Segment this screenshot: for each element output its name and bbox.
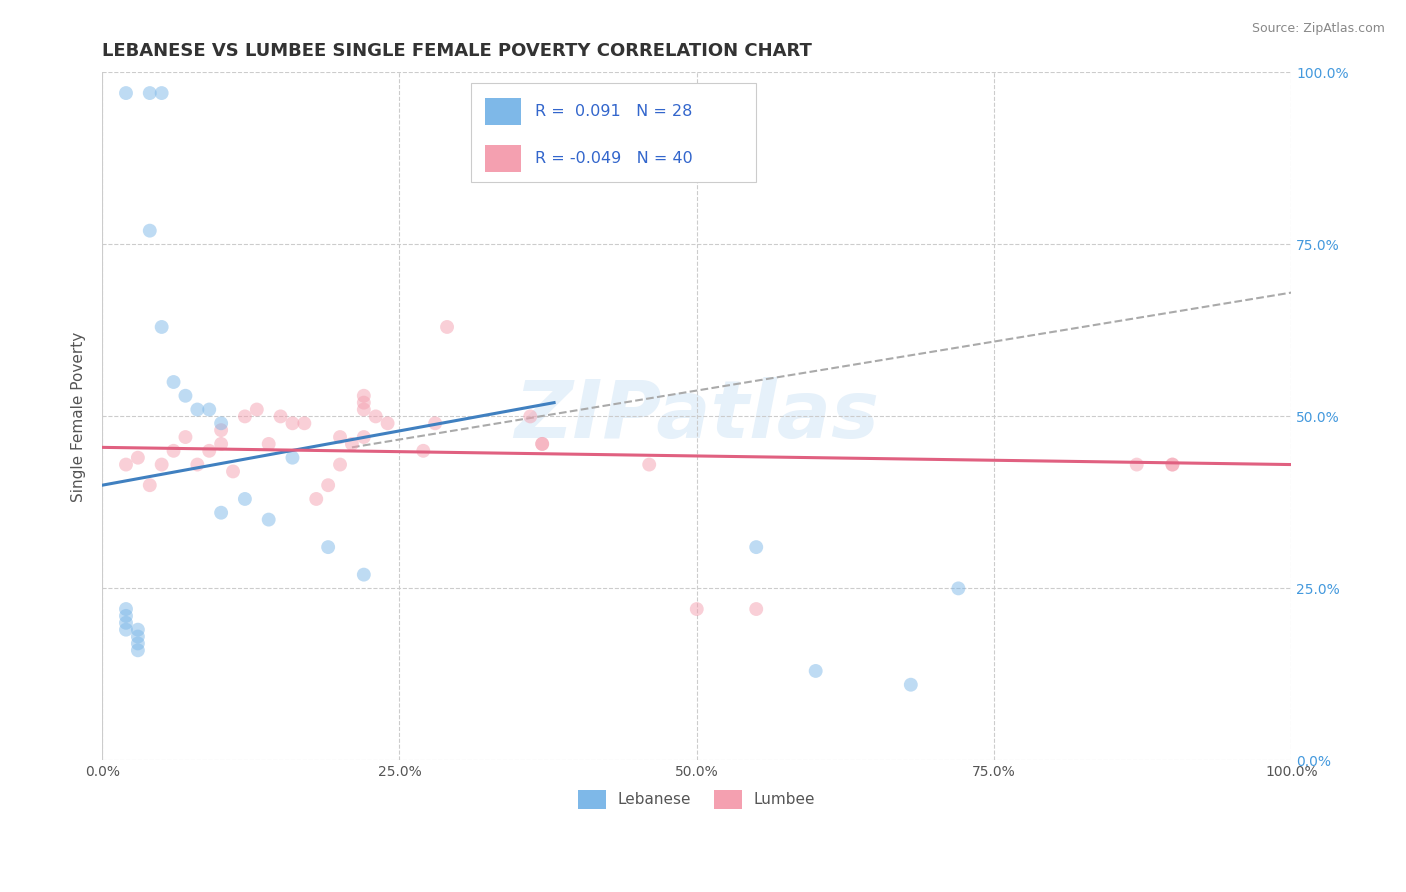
Point	[353, 395, 375, 409]
Point	[436, 320, 458, 334]
Point	[364, 409, 387, 424]
Point	[948, 582, 970, 596]
Point	[257, 513, 280, 527]
Point	[686, 602, 709, 616]
Point	[198, 402, 221, 417]
FancyBboxPatch shape	[485, 145, 520, 172]
Point	[353, 402, 375, 417]
Point	[233, 491, 256, 506]
Point	[412, 443, 434, 458]
Point	[900, 678, 922, 692]
Point	[1125, 458, 1147, 472]
Point	[209, 423, 232, 437]
Text: ZIPatlas: ZIPatlas	[515, 377, 879, 456]
Point	[246, 402, 269, 417]
Point	[745, 540, 768, 554]
Point	[316, 540, 339, 554]
Point	[150, 458, 173, 472]
Point	[292, 417, 315, 431]
Point	[1161, 458, 1184, 472]
Point	[233, 409, 256, 424]
Point	[270, 409, 292, 424]
Point	[150, 86, 173, 100]
Point	[316, 478, 339, 492]
Point	[127, 630, 149, 644]
Y-axis label: Single Female Poverty: Single Female Poverty	[72, 331, 86, 501]
Point	[281, 417, 304, 431]
Point	[127, 643, 149, 657]
Point	[115, 458, 138, 472]
Point	[638, 458, 661, 472]
Point	[804, 664, 827, 678]
Point	[127, 636, 149, 650]
Point	[209, 506, 232, 520]
Point	[139, 86, 162, 100]
Point	[353, 389, 375, 403]
Text: R =  0.091   N = 28: R = 0.091 N = 28	[536, 104, 692, 120]
Point	[340, 437, 363, 451]
Point	[1161, 458, 1184, 472]
Legend: Lebanese, Lumbee: Lebanese, Lumbee	[572, 784, 821, 814]
Point	[139, 478, 162, 492]
Point	[186, 458, 208, 472]
Point	[745, 602, 768, 616]
Point	[139, 224, 162, 238]
Point	[115, 623, 138, 637]
Text: LEBANESE VS LUMBEE SINGLE FEMALE POVERTY CORRELATION CHART: LEBANESE VS LUMBEE SINGLE FEMALE POVERTY…	[103, 42, 813, 60]
Point	[127, 623, 149, 637]
Point	[531, 437, 554, 451]
Point	[198, 443, 221, 458]
Point	[329, 458, 352, 472]
FancyBboxPatch shape	[471, 83, 756, 183]
Point	[186, 402, 208, 417]
Point	[425, 417, 447, 431]
Point	[150, 320, 173, 334]
Point	[209, 417, 232, 431]
Point	[174, 430, 197, 444]
Point	[162, 375, 184, 389]
Point	[115, 608, 138, 623]
Point	[127, 450, 149, 465]
Point	[257, 437, 280, 451]
Point	[222, 465, 245, 479]
Point	[329, 430, 352, 444]
FancyBboxPatch shape	[485, 98, 520, 126]
Point	[353, 430, 375, 444]
Point	[531, 437, 554, 451]
Point	[162, 443, 184, 458]
Point	[174, 389, 197, 403]
Point	[353, 567, 375, 582]
Point	[377, 417, 399, 431]
Point	[305, 491, 328, 506]
Point	[281, 450, 304, 465]
Point	[115, 602, 138, 616]
Text: Source: ZipAtlas.com: Source: ZipAtlas.com	[1251, 22, 1385, 36]
Point	[115, 86, 138, 100]
Point	[115, 615, 138, 630]
Point	[519, 409, 541, 424]
Point	[209, 437, 232, 451]
Text: R = -0.049   N = 40: R = -0.049 N = 40	[536, 151, 693, 166]
